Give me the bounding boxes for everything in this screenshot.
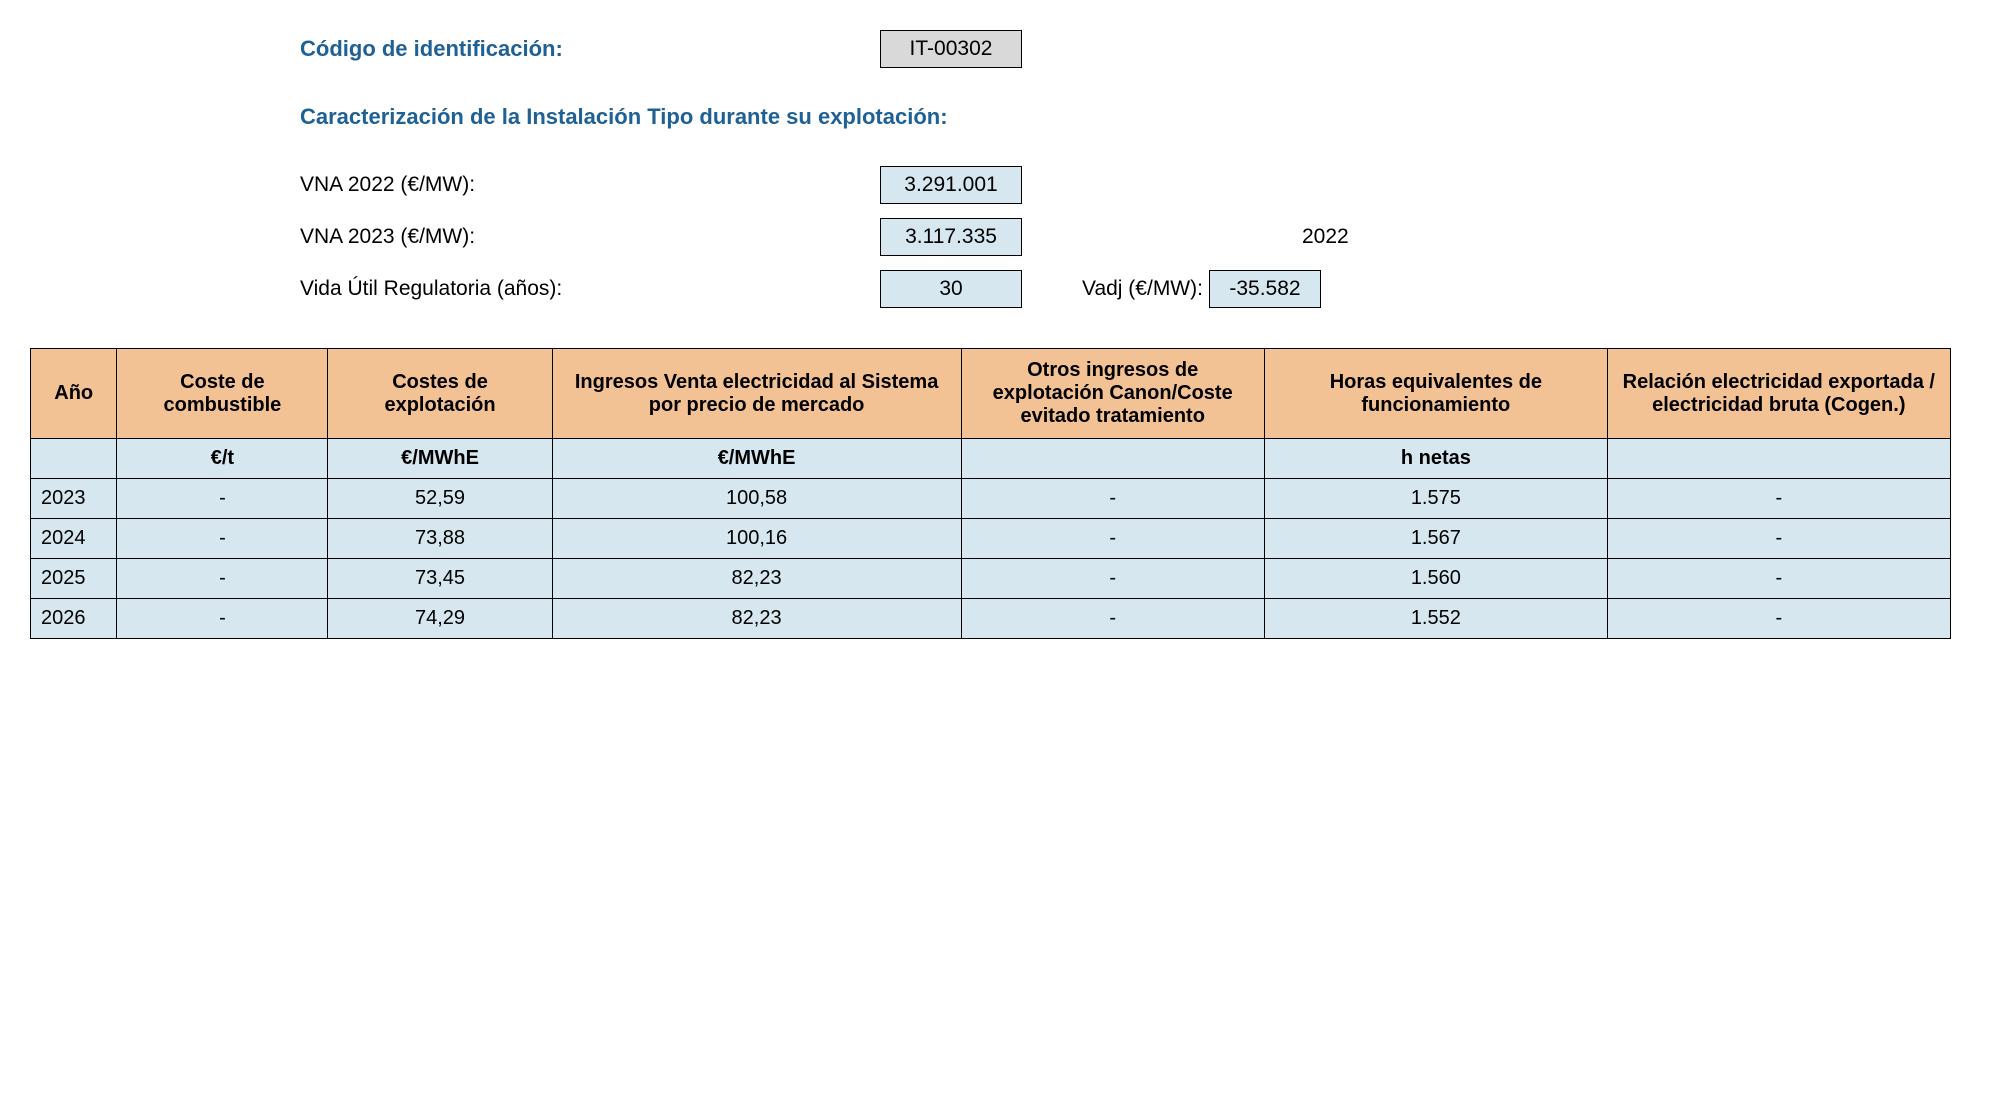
vna2023-value: 3.117.335 bbox=[880, 218, 1022, 256]
cell: 100,16 bbox=[552, 519, 961, 559]
cell-year: 2025 bbox=[31, 559, 117, 599]
col-export-ratio: Relación electricidad exportada / electr… bbox=[1607, 349, 1950, 439]
vida-label: Vida Útil Regulatoria (años): bbox=[300, 277, 880, 301]
vida-row: Vida Útil Regulatoria (años): 30 Vadj (€… bbox=[300, 270, 1980, 308]
cell: 74,29 bbox=[328, 599, 552, 639]
cell: 82,23 bbox=[552, 599, 961, 639]
col-year: Año bbox=[31, 349, 117, 439]
table-row: 2024 - 73,88 100,16 - 1.567 - bbox=[31, 519, 1951, 559]
data-table: Año Coste de combustible Costes de explo… bbox=[30, 348, 1951, 639]
cell: - bbox=[1607, 479, 1950, 519]
table-row: 2025 - 73,45 82,23 - 1.560 - bbox=[31, 559, 1951, 599]
unit-fuel: €/t bbox=[117, 439, 328, 479]
col-income-market: Ingresos Venta electricidad al Sistema p… bbox=[552, 349, 961, 439]
unit-year bbox=[31, 439, 117, 479]
cell: 100,58 bbox=[552, 479, 961, 519]
unit-hours: h netas bbox=[1264, 439, 1607, 479]
vadj-value: -35.582 bbox=[1209, 270, 1321, 308]
cell: 73,88 bbox=[328, 519, 552, 559]
cell: 1.560 bbox=[1264, 559, 1607, 599]
cell-year: 2023 bbox=[31, 479, 117, 519]
cell: - bbox=[961, 479, 1264, 519]
code-label: Código de identificación: bbox=[300, 36, 880, 62]
cell: - bbox=[961, 599, 1264, 639]
cell: 1.552 bbox=[1264, 599, 1607, 639]
units-row: €/t €/MWhE €/MWhE h netas bbox=[31, 439, 1951, 479]
code-row: Código de identificación: IT-00302 bbox=[300, 30, 1980, 68]
cell: 82,23 bbox=[552, 559, 961, 599]
vna2022-label: VNA 2022 (€/MW): bbox=[300, 173, 880, 197]
cell: - bbox=[961, 559, 1264, 599]
col-fuel-cost: Coste de combustible bbox=[117, 349, 328, 439]
vadj-label: Vadj (€/MW): bbox=[1082, 277, 1203, 301]
section-title: Caracterización de la Instalación Tipo d… bbox=[300, 104, 948, 130]
cell: 1.575 bbox=[1264, 479, 1607, 519]
cell: - bbox=[117, 479, 328, 519]
col-other-income: Otros ingresos de explotación Canon/Cost… bbox=[961, 349, 1264, 439]
code-value: IT-00302 bbox=[880, 30, 1022, 68]
cell: 1.567 bbox=[1264, 519, 1607, 559]
cell: - bbox=[1607, 559, 1950, 599]
unit-other bbox=[961, 439, 1264, 479]
vna2022-row: VNA 2022 (€/MW): 3.291.001 bbox=[300, 166, 1980, 204]
vna2023-row: VNA 2023 (€/MW): 3.117.335 2022 bbox=[300, 218, 1980, 256]
cell: - bbox=[117, 519, 328, 559]
cell: - bbox=[1607, 519, 1950, 559]
unit-ratio bbox=[1607, 439, 1950, 479]
vna2022-value: 3.291.001 bbox=[880, 166, 1022, 204]
section-title-row: Caracterización de la Instalación Tipo d… bbox=[300, 104, 1980, 130]
cell: - bbox=[117, 599, 328, 639]
cell: - bbox=[117, 559, 328, 599]
table-body: €/t €/MWhE €/MWhE h netas 2023 - 52,59 1… bbox=[31, 439, 1951, 639]
vna2023-label: VNA 2023 (€/MW): bbox=[300, 225, 880, 249]
col-op-cost: Costes de explotación bbox=[328, 349, 552, 439]
cell: 73,45 bbox=[328, 559, 552, 599]
cell: 52,59 bbox=[328, 479, 552, 519]
table-row: 2026 - 74,29 82,23 - 1.552 - bbox=[31, 599, 1951, 639]
col-eq-hours: Horas equivalentes de funcionamiento bbox=[1264, 349, 1607, 439]
year-side-label: 2022 bbox=[1302, 225, 1349, 249]
table-header-row: Año Coste de combustible Costes de explo… bbox=[31, 349, 1951, 439]
unit-op: €/MWhE bbox=[328, 439, 552, 479]
table-row: 2023 - 52,59 100,58 - 1.575 - bbox=[31, 479, 1951, 519]
cell: - bbox=[1607, 599, 1950, 639]
unit-income: €/MWhE bbox=[552, 439, 961, 479]
cell-year: 2024 bbox=[31, 519, 117, 559]
cell: - bbox=[961, 519, 1264, 559]
cell-year: 2026 bbox=[31, 599, 117, 639]
vida-value: 30 bbox=[880, 270, 1022, 308]
header-area: Código de identificación: IT-00302 Carac… bbox=[300, 30, 1980, 308]
